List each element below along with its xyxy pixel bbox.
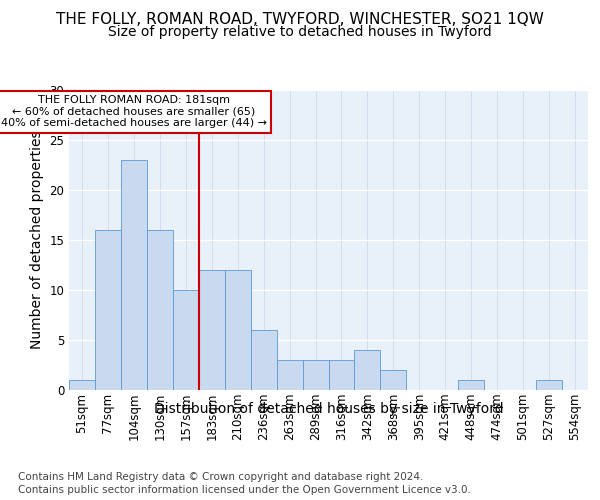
Text: THE FOLLY, ROMAN ROAD, TWYFORD, WINCHESTER, SO21 1QW: THE FOLLY, ROMAN ROAD, TWYFORD, WINCHEST… — [56, 12, 544, 28]
Bar — [95, 230, 121, 390]
Bar — [302, 360, 329, 390]
Text: Size of property relative to detached houses in Twyford: Size of property relative to detached ho… — [108, 25, 492, 39]
Text: THE FOLLY ROMAN ROAD: 181sqm
← 60% of detached houses are smaller (65)
40% of se: THE FOLLY ROMAN ROAD: 181sqm ← 60% of de… — [1, 95, 267, 128]
Text: Contains public sector information licensed under the Open Government Licence v3: Contains public sector information licen… — [18, 485, 471, 495]
Bar — [251, 330, 277, 390]
Bar — [458, 380, 484, 390]
Bar — [199, 270, 224, 390]
Bar — [173, 290, 199, 390]
Bar — [277, 360, 302, 390]
Text: Contains HM Land Registry data © Crown copyright and database right 2024.: Contains HM Land Registry data © Crown c… — [18, 472, 424, 482]
Bar — [147, 230, 173, 390]
Text: Distribution of detached houses by size in Twyford: Distribution of detached houses by size … — [154, 402, 503, 416]
Y-axis label: Number of detached properties: Number of detached properties — [30, 130, 44, 350]
Bar — [536, 380, 562, 390]
Bar — [121, 160, 147, 390]
Bar — [225, 270, 251, 390]
Bar — [69, 380, 95, 390]
Bar — [380, 370, 406, 390]
Bar — [329, 360, 355, 390]
Bar — [355, 350, 380, 390]
